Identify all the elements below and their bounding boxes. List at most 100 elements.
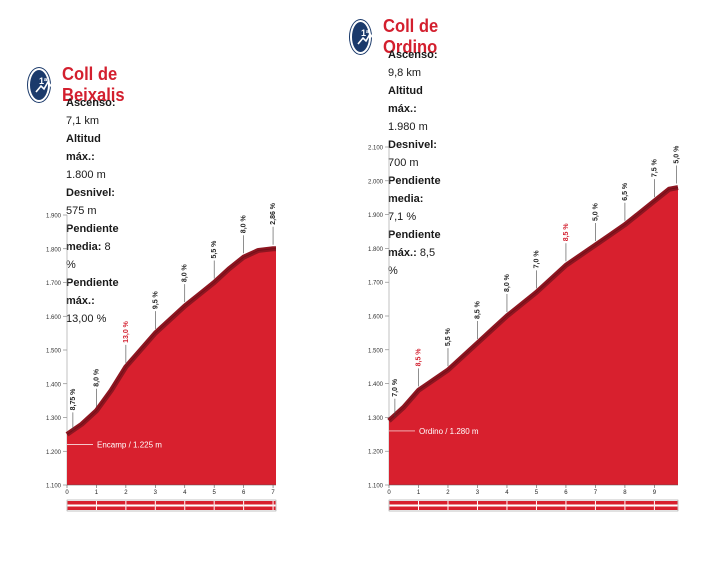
y-tick-label: 1.100	[46, 484, 62, 490]
start-label: Encamp / 1.225 m	[97, 441, 162, 450]
x-tick-label: 0	[65, 490, 69, 496]
y-tick-label: 1.700	[368, 281, 384, 287]
info-value: 9,8 km	[388, 67, 422, 79]
x-tick-label: 0	[387, 490, 391, 496]
info-value: 8,5 %	[388, 247, 436, 277]
y-tick-label: 1.500	[368, 348, 384, 354]
info-value: 8 %	[66, 241, 111, 271]
info-label: Desnivel:	[66, 187, 115, 199]
climb-header: 1ª Coll de Beixalis	[28, 64, 142, 106]
x-tick-label: 7	[271, 490, 275, 496]
y-tick-label: 1.500	[46, 349, 62, 355]
y-tick-label: 1.200	[368, 450, 384, 456]
y-tick-label: 1.800	[368, 247, 384, 253]
climb-header: 1ª Coll de Ordino	[350, 16, 455, 58]
gradient-label: 9,5 %	[152, 290, 159, 309]
gradient-label: 5,5 %	[211, 240, 218, 259]
info-value: 1.980 m	[388, 121, 428, 133]
km-band-stripe	[654, 504, 678, 507]
km-band-stripe	[273, 504, 276, 507]
gradient-label: 7,5 %	[651, 158, 658, 177]
km-band-stripe	[96, 504, 126, 507]
y-tick-label: 1.600	[368, 315, 384, 321]
gradient-label: 13,0 %	[123, 320, 130, 343]
climb-info: Ascenso: 7,1 km Altitud máx.: 1.800 m De…	[66, 94, 119, 328]
y-tick-label: 1.100	[368, 484, 384, 490]
gradient-label: 8,0 %	[504, 273, 511, 292]
info-label: Ascenso:	[388, 49, 438, 61]
info-label: Pendiente máx.:	[388, 229, 441, 259]
y-tick-label: 1.200	[46, 450, 62, 456]
x-tick-label: 5	[535, 490, 539, 496]
info-label: Desnivel:	[388, 139, 437, 151]
x-tick-label: 1	[95, 490, 99, 496]
km-band-stripe	[126, 504, 155, 507]
km-band-stripe	[185, 504, 214, 507]
gradient-label: 7,0 %	[392, 378, 399, 397]
info-label: Pendiente media:	[388, 175, 441, 205]
km-band-stripe	[566, 504, 595, 507]
info-value: 700 m	[388, 157, 419, 169]
km-band-frame	[66, 499, 277, 512]
x-tick-label: 2	[446, 490, 450, 496]
x-tick-label: 6	[242, 490, 246, 496]
climb-info: Ascenso: 9,8 km Altitud máx.: 1.980 m De…	[388, 46, 441, 280]
y-tick-label: 1.400	[368, 382, 384, 388]
gradient-label: 2,86 %	[270, 202, 277, 225]
km-band-stripe	[418, 504, 448, 507]
gradient-label: 5,0 %	[674, 145, 681, 164]
svg-text:1ª: 1ª	[361, 28, 370, 38]
climb-title: Coll de Ordino	[383, 16, 439, 57]
info-value: 7,1 %	[388, 211, 417, 223]
gradient-label: 8,5 %	[563, 223, 570, 242]
gradient-label: 8,0 %	[93, 368, 100, 387]
profile-area	[389, 187, 678, 485]
km-band-frame	[388, 499, 679, 512]
y-tick-label: 1.400	[46, 382, 62, 388]
profile-area	[67, 248, 276, 485]
y-tick-label: 1.300	[368, 416, 384, 422]
y-tick-label: 2.100	[368, 146, 384, 152]
profile-edge	[388, 187, 679, 422]
y-tick-label: 1.700	[46, 281, 62, 287]
y-tick-label: 1.800	[46, 247, 62, 253]
km-band-stripe	[536, 504, 566, 507]
gradient-label: 5,5 %	[445, 327, 452, 346]
km-band-stripe	[214, 504, 244, 507]
x-tick-label: 4	[505, 490, 509, 496]
gradient-label: 7,0 %	[533, 250, 540, 269]
gradient-label: 5,0 %	[592, 202, 599, 221]
info-label: Ascenso:	[66, 97, 116, 109]
x-tick-label: 4	[183, 490, 187, 496]
info-value: 7,1 km	[66, 115, 100, 127]
x-tick-label: 1	[417, 490, 421, 496]
gradient-label: 8,0 %	[182, 263, 189, 282]
x-tick-label: 3	[154, 490, 158, 496]
x-tick-label: 7	[594, 490, 598, 496]
km-band-stripe	[595, 504, 625, 507]
km-band-stripe	[625, 504, 654, 507]
x-tick-label: 9	[653, 490, 657, 496]
category-badge-icon: 1ª	[350, 20, 377, 54]
km-band-stripe	[477, 504, 507, 507]
info-value: 575 m	[66, 205, 97, 217]
info-value: 1.800 m	[66, 169, 106, 181]
x-tick-label: 2	[124, 490, 128, 496]
info-label: Pendiente máx.:	[66, 277, 119, 307]
category-badge-icon: 1ª	[28, 68, 55, 102]
gradient-label: 8,5 %	[415, 348, 422, 367]
info-label: Altitud máx.:	[66, 133, 101, 163]
gradient-label: 6,5 %	[622, 182, 629, 201]
start-label: Ordino / 1.280 m	[419, 427, 479, 436]
x-tick-label: 3	[476, 490, 480, 496]
x-tick-label: 8	[623, 490, 627, 496]
km-band-stripe	[155, 504, 185, 507]
km-band-stripe	[448, 504, 477, 507]
x-tick-label: 5	[213, 490, 217, 496]
y-tick-label: 1.900	[46, 214, 62, 220]
km-band-stripe	[67, 504, 96, 507]
y-tick-label: 1.600	[46, 315, 62, 321]
km-band-stripe	[389, 504, 418, 507]
